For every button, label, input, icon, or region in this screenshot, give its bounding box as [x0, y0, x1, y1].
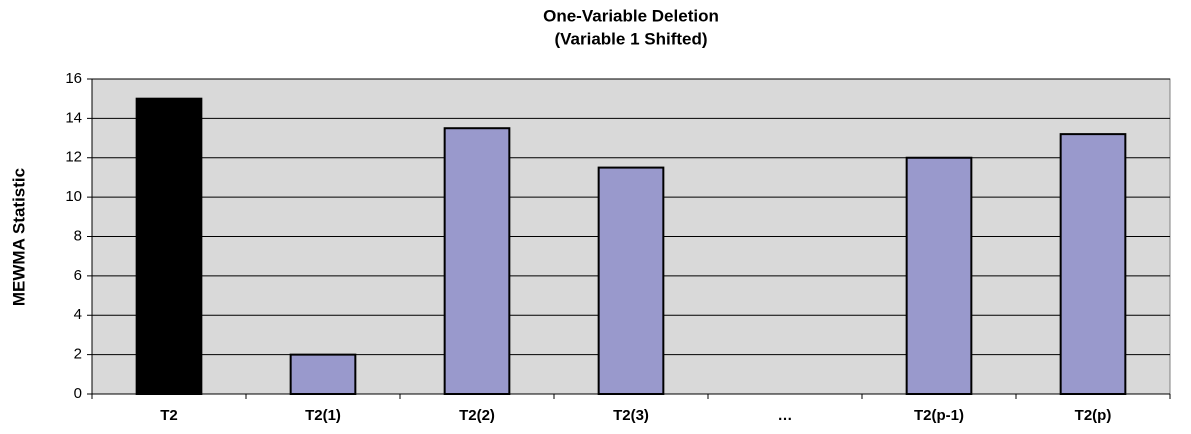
- bar: [135, 97, 203, 395]
- chart-title: One-Variable Deletion: [543, 6, 719, 25]
- x-tick-label: T2(1): [305, 407, 341, 424]
- x-tick-label: T2(p): [1075, 407, 1112, 424]
- x-tick-label: T2(2): [459, 407, 495, 424]
- y-tick-label: 0: [74, 385, 82, 402]
- bar: [443, 127, 511, 395]
- x-tick-label: T2(p-1): [914, 407, 964, 424]
- y-tick-label: 2: [74, 346, 82, 363]
- y-tick-label: 12: [65, 149, 82, 166]
- chart-subtitle: (Variable 1 Shifted): [554, 29, 707, 48]
- bar: [1059, 133, 1127, 395]
- y-tick-label: 8: [74, 227, 82, 244]
- y-tick-label: 4: [74, 306, 82, 323]
- x-tick-label: T2(3): [613, 407, 649, 424]
- y-tick-label: 16: [65, 70, 82, 87]
- bar: [905, 156, 973, 395]
- bar: [597, 166, 665, 395]
- bar: [289, 353, 357, 395]
- x-tick-label: T2: [160, 407, 178, 424]
- y-tick-label: 14: [65, 109, 82, 126]
- y-axis-label: MEWMA Statistic: [9, 168, 28, 306]
- y-tick-label: 6: [74, 267, 82, 284]
- x-tick-label: …: [778, 407, 793, 424]
- y-tick-label: 10: [65, 188, 82, 205]
